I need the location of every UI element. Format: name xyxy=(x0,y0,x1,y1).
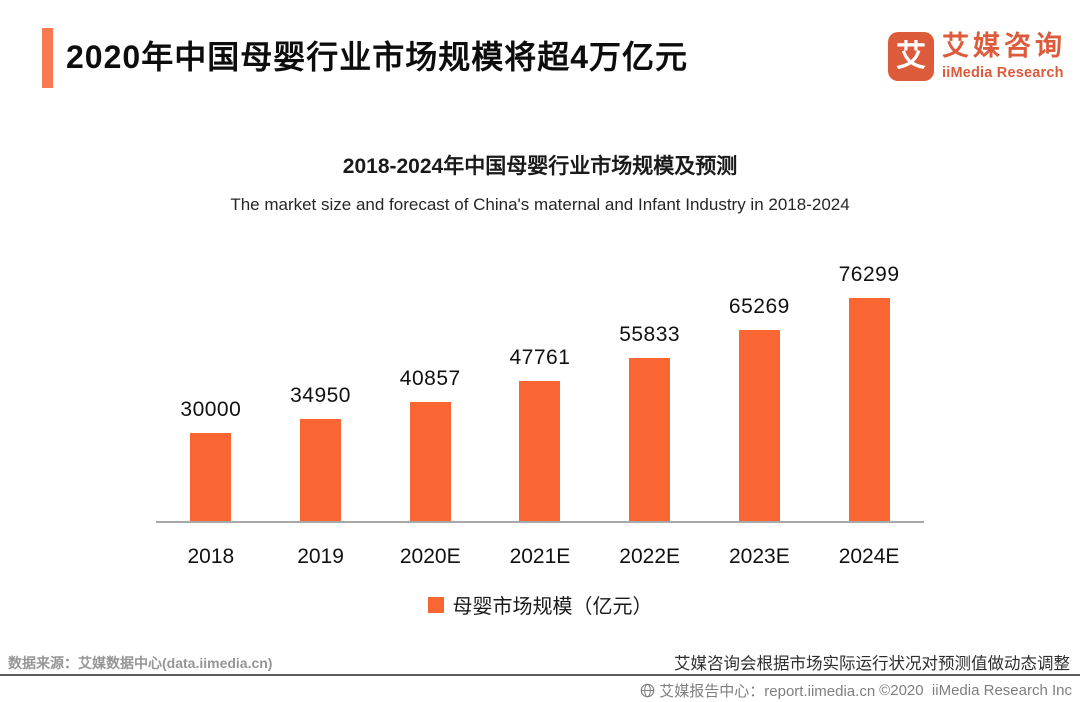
legend-swatch xyxy=(427,596,444,613)
brand-logo: 艾 艾媒咨询 iiMedia Research xyxy=(888,31,1066,81)
bar-value-label: 76299 xyxy=(838,263,900,286)
bar xyxy=(519,381,561,521)
bar-value-label: 34950 xyxy=(290,384,351,407)
bar-value-label: 47761 xyxy=(509,346,571,369)
title-accent-bar xyxy=(42,28,53,88)
copyright-text: ©2020 iiMedia Research Inc xyxy=(879,682,1072,699)
chart-legend: 母婴市场规模（亿元） xyxy=(0,590,1080,619)
brand-name-cn: 艾媒咨询 xyxy=(942,31,1066,61)
x-axis-label: 2024E xyxy=(838,545,900,568)
bar-value-label: 65269 xyxy=(728,295,790,318)
x-axis-label: 2022E xyxy=(619,545,681,568)
bar xyxy=(409,402,451,521)
bar-value-label: 55833 xyxy=(619,323,681,346)
legend-label: 母婴市场规模（亿元） xyxy=(452,596,653,618)
bar-group: 65269 xyxy=(705,295,814,521)
bar xyxy=(738,330,780,521)
x-axis-labels: 2018 2019 2020E 2021E 2022E 2023E 2024E xyxy=(156,545,924,569)
page-title: 2020年中国母婴行业市场规模将超4万亿元 xyxy=(66,39,688,75)
footer-divider xyxy=(0,674,1080,676)
plot-area: 30000 34950 40857 47761 55833 65269 76299 xyxy=(156,263,924,523)
x-axis-label: 2020E xyxy=(399,545,461,568)
bar xyxy=(629,358,671,521)
bar xyxy=(848,298,890,521)
bar-group: 40857 xyxy=(376,367,485,521)
chart-subtitle: The market size and forecast of China's … xyxy=(230,195,850,214)
bar xyxy=(300,419,342,521)
data-source-text: 数据来源：艾媒数据中心(data.iimedia.cn) xyxy=(8,655,273,671)
bar-group: 30000 xyxy=(156,398,265,521)
globe-icon xyxy=(640,683,655,698)
x-axis-label: 2019 xyxy=(297,545,344,568)
bar-group: 34950 xyxy=(266,384,375,521)
bar-group: 55833 xyxy=(595,323,704,521)
report-center-text: 艾媒报告中心：report.iimedia.cn xyxy=(659,683,876,700)
bar-value-label: 40857 xyxy=(399,367,461,390)
x-axis-label: 2021E xyxy=(509,545,571,568)
forecast-note-text: 艾媒咨询会根据市场实际运行状况对预测值做动态调整 xyxy=(674,655,1070,673)
footer-bottom: 艾媒报告中心：report.iimedia.cn ©2020 iiMedia R… xyxy=(640,680,1072,701)
bar-group: 76299 xyxy=(815,263,924,521)
brand-text: 艾媒咨询 iiMedia Research xyxy=(942,31,1066,81)
bar-group: 47761 xyxy=(485,346,594,521)
bar xyxy=(190,433,232,521)
x-axis-label: 2018 xyxy=(187,545,235,568)
bar-value-label: 30000 xyxy=(180,398,242,421)
brand-name-en: iiMedia Research xyxy=(942,64,1064,81)
x-axis-label: 2023E xyxy=(728,545,790,568)
iimedia-logo-icon: 艾 xyxy=(888,32,934,81)
chart-title: 2018-2024年中国母婴行业市场规模及预测 xyxy=(342,155,738,178)
